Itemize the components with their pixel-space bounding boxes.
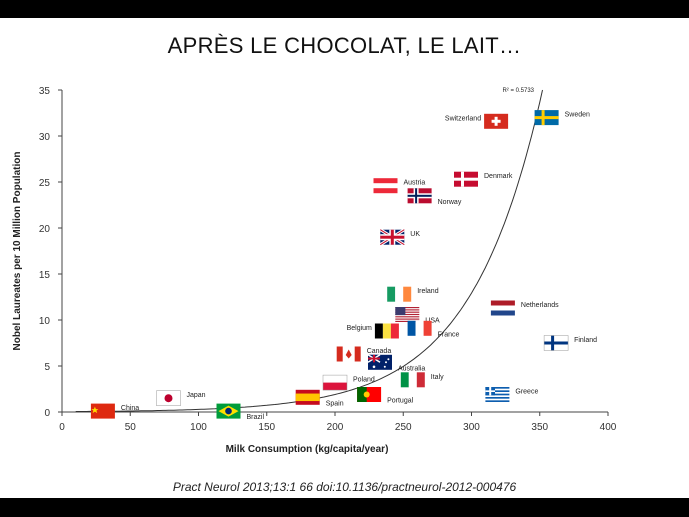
flag-belgium-icon	[374, 323, 399, 339]
citation: Pract Neurol 2013;13:1 66 doi:10.1136/pr…	[172, 480, 517, 494]
country-label-portugal: Portugal	[387, 398, 414, 405]
flag-netherlands-icon	[490, 300, 515, 316]
flag-brazil-icon	[216, 403, 241, 419]
flag-italy-icon	[400, 372, 425, 388]
chart-axes: 0 50 100 150 200 250 300 350 400 0 5 10 15 20 25 30 35 Mi…	[12, 86, 617, 455]
x-tick-label: 0	[59, 422, 65, 433]
y-tick-label: 20	[39, 224, 51, 235]
x-tick-label: 200	[327, 422, 344, 433]
y-tick-label: 30	[39, 132, 51, 143]
country-label-finland: Finland	[574, 337, 597, 344]
trend-line	[75, 89, 543, 412]
flag-norway-icon	[407, 188, 432, 204]
country-label-sweden: Sweden	[565, 112, 590, 119]
country-label-poland: Poland	[353, 377, 375, 384]
country-label-norway: Norway	[438, 199, 462, 206]
flag-canada-icon	[336, 346, 361, 362]
flag-usa-icon	[395, 307, 420, 322]
country-label-greece: Greece	[515, 389, 538, 396]
x-tick-label: 350	[531, 422, 548, 433]
x-tick-label: 150	[258, 422, 275, 433]
country-label-denmark: Denmark	[484, 173, 513, 180]
y-axis-title: Nobel Laureates per 10 Million Populatio…	[12, 152, 23, 351]
flag-china-icon	[90, 403, 115, 419]
flag-portugal-icon	[357, 387, 382, 402]
x-tick-label: 100	[190, 422, 207, 433]
flag-greece-icon	[485, 387, 510, 402]
flag-australia-icon	[367, 354, 392, 370]
flag-spain-icon	[295, 389, 320, 405]
flag-france-icon	[407, 320, 432, 336]
country-label-italy: Italy	[431, 374, 444, 381]
flag-denmark-icon	[454, 171, 478, 187]
flag-japan-icon	[156, 390, 181, 406]
country-label-switzerland: Switzerland	[445, 115, 481, 122]
country-label-netherlands: Netherlands	[521, 302, 559, 309]
country-label-belgium: Belgium	[347, 325, 372, 332]
flag-uk-icon	[379, 228, 406, 246]
y-tick-label: 25	[39, 178, 51, 189]
country-label-australia: Australia	[398, 365, 425, 372]
country-label-japan: Japan	[187, 392, 206, 399]
flag-sweden-icon	[534, 110, 559, 126]
y-tick-label: 10	[39, 316, 51, 327]
flag-poland-icon	[322, 374, 348, 391]
y-tick-label: 35	[39, 86, 51, 97]
x-tick-label: 400	[600, 422, 617, 433]
r-squared-label: R² = 0.5733	[502, 88, 534, 94]
x-tick-label: 50	[125, 422, 137, 433]
x-axis-title: Milk Consumption (kg/capita/year)	[226, 444, 389, 455]
trend-line-group: R² = 0.5733	[75, 88, 543, 412]
country-label-usa: USA	[425, 318, 440, 325]
flag-finland-icon	[543, 335, 569, 351]
y-tick-label: 5	[44, 362, 50, 373]
x-tick-label: 300	[463, 422, 480, 433]
data-points: China Japan Brazil Spain Poland Portugal Canad…	[90, 110, 597, 421]
y-tick-label: 0	[44, 408, 50, 419]
x-tick-label: 250	[395, 422, 412, 433]
flag-ireland-icon	[387, 286, 412, 302]
slide: APRÈS LE CHOCOLAT, LE LAIT… 0 50 100 150 200…	[0, 18, 689, 498]
country-label-france: France	[438, 331, 460, 338]
slide-title: APRÈS LE CHOCOLAT, LE LAIT…	[167, 33, 522, 58]
country-label-spain: Spain	[326, 400, 344, 407]
country-label-china: China	[121, 405, 139, 412]
y-tick-label: 15	[39, 270, 51, 281]
country-label-brazil: Brazil	[247, 414, 265, 421]
scatter-chart: 0 50 100 150 200 250 300 350 400 0 5 10 15 20 25 30 35 Mi…	[12, 86, 617, 455]
country-label-ireland: Ireland	[417, 288, 439, 295]
flag-switzerland-icon	[484, 113, 509, 129]
country-label-austria: Austria	[404, 180, 426, 187]
country-label-uk: UK	[410, 231, 420, 238]
flag-austria-icon	[373, 178, 398, 194]
country-label-canada: Canada	[367, 348, 392, 355]
